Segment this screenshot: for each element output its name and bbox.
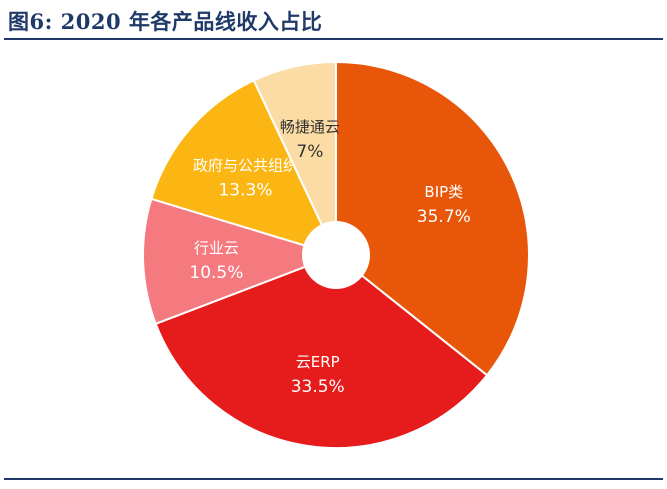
- slice-5: [252, 60, 337, 256]
- title-rule: [4, 38, 663, 40]
- figure-header: 图6: 2020 年各产品线收入占比: [0, 0, 667, 42]
- slice-value-label: 35.7%: [417, 207, 471, 227]
- slice-1: [335, 60, 530, 377]
- slice-4: [150, 79, 338, 257]
- slice-value-label: 10.5%: [189, 263, 243, 283]
- slice-3: [141, 197, 340, 326]
- bottom-rule: [4, 478, 663, 480]
- figure-title: 图6: 2020 年各产品线收入占比: [8, 9, 323, 34]
- slice-label: BIP类: [424, 183, 463, 201]
- slice-label: 畅捷通云: [280, 118, 340, 136]
- slice-2: [154, 253, 489, 449]
- slice-label: 云ERP: [296, 353, 340, 371]
- slice-value-label: 33.5%: [291, 377, 345, 397]
- slice-value-label: 7%: [296, 142, 323, 162]
- slice-label: 政府与公共组织: [193, 157, 298, 175]
- slice-label: 行业云: [194, 239, 239, 257]
- donut-hole: [302, 221, 370, 289]
- slice-value-label: 13.3%: [218, 181, 272, 201]
